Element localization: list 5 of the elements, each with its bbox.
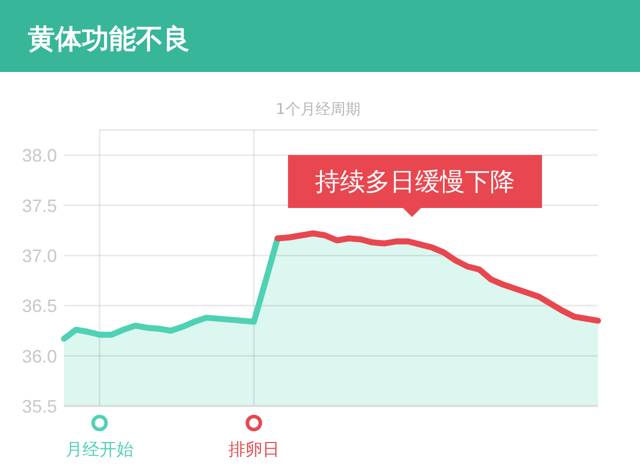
chart-subtitle: 1个月经周期 [276, 100, 360, 118]
x-tick-label: 月经开始 [66, 440, 134, 460]
annotation: 持续多日缓慢下降 [315, 167, 515, 196]
x-tick-label: 排卵日 [228, 440, 280, 460]
chart-title: 黄体功能不良 [27, 24, 190, 55]
